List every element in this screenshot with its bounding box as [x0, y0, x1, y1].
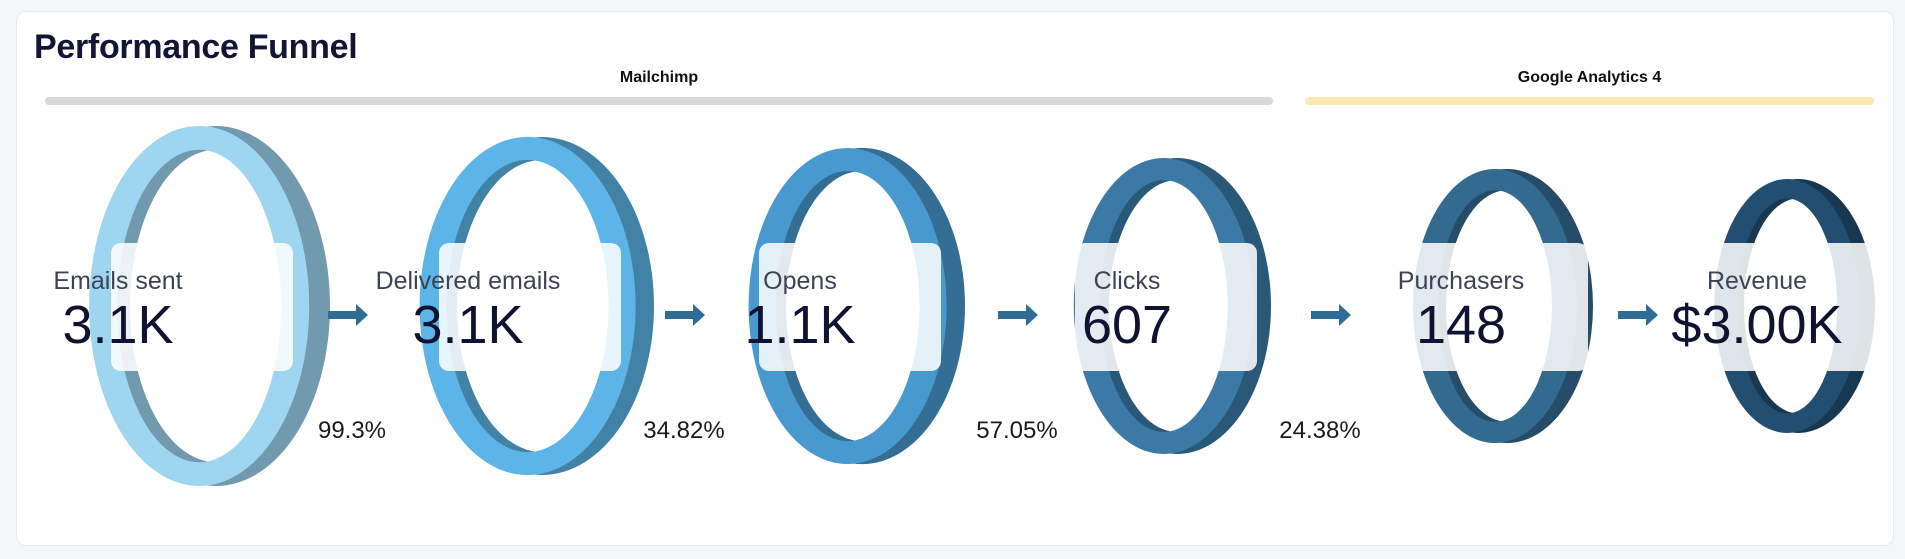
stage-value: 3.1K: [412, 295, 524, 355]
stage-label: Emails sent: [53, 267, 183, 295]
funnel-stage-text: Delivered emails 3.1K: [358, 266, 578, 354]
stage-label-panel: [1698, 243, 1880, 371]
funnel-stage-text: Purchasers 148: [1351, 266, 1571, 354]
arrow-right-icon: [665, 304, 705, 326]
group-label-ga4: Google Analytics 4: [1517, 69, 1662, 86]
stage-label-panel: [111, 243, 293, 371]
group-bar-ga4: [1305, 97, 1874, 105]
conversion-rate: 99.3%: [317, 417, 387, 444]
stage-value: $3.00K: [1671, 295, 1843, 355]
group-bar-mailchimp: [45, 97, 1273, 105]
funnel-stage-text: Emails sent 3.1K: [8, 266, 228, 354]
stage-label: Opens: [763, 267, 837, 295]
funnel-stage-text: Revenue $3.00K: [1647, 266, 1867, 354]
group-label-mailchimp: Mailchimp: [619, 69, 699, 86]
stage-label-panel: [1075, 243, 1257, 371]
conversion-rate: 57.05%: [976, 417, 1058, 444]
arrow-right-icon: [1311, 304, 1351, 326]
funnel-stage-text: Opens 1.1K: [690, 266, 910, 354]
stage-label-panel: [1406, 243, 1588, 371]
page-title: Performance Funnel: [34, 28, 358, 66]
stage-value: 1.1K: [744, 295, 856, 355]
stage-label: Revenue: [1706, 267, 1808, 295]
arrow-right-icon: [1618, 304, 1658, 326]
conversion-rate: 24.38%: [1279, 417, 1361, 444]
stage-label-panel: [439, 243, 621, 371]
stage-value: 3.1K: [62, 295, 174, 355]
stage-label: Purchasers: [1397, 267, 1525, 295]
stage-label-panel: [759, 243, 941, 371]
arrow-right-icon: [998, 304, 1038, 326]
funnel-stage-text: Clicks 607: [1017, 266, 1237, 354]
stage-label: Delivered emails: [375, 267, 561, 295]
conversion-rate: 34.82%: [643, 417, 725, 444]
stage-label: Clicks: [1093, 267, 1161, 295]
arrow-right-icon: [328, 304, 368, 326]
stage-value: 607: [1081, 295, 1173, 355]
stage-value: 148: [1415, 295, 1507, 355]
